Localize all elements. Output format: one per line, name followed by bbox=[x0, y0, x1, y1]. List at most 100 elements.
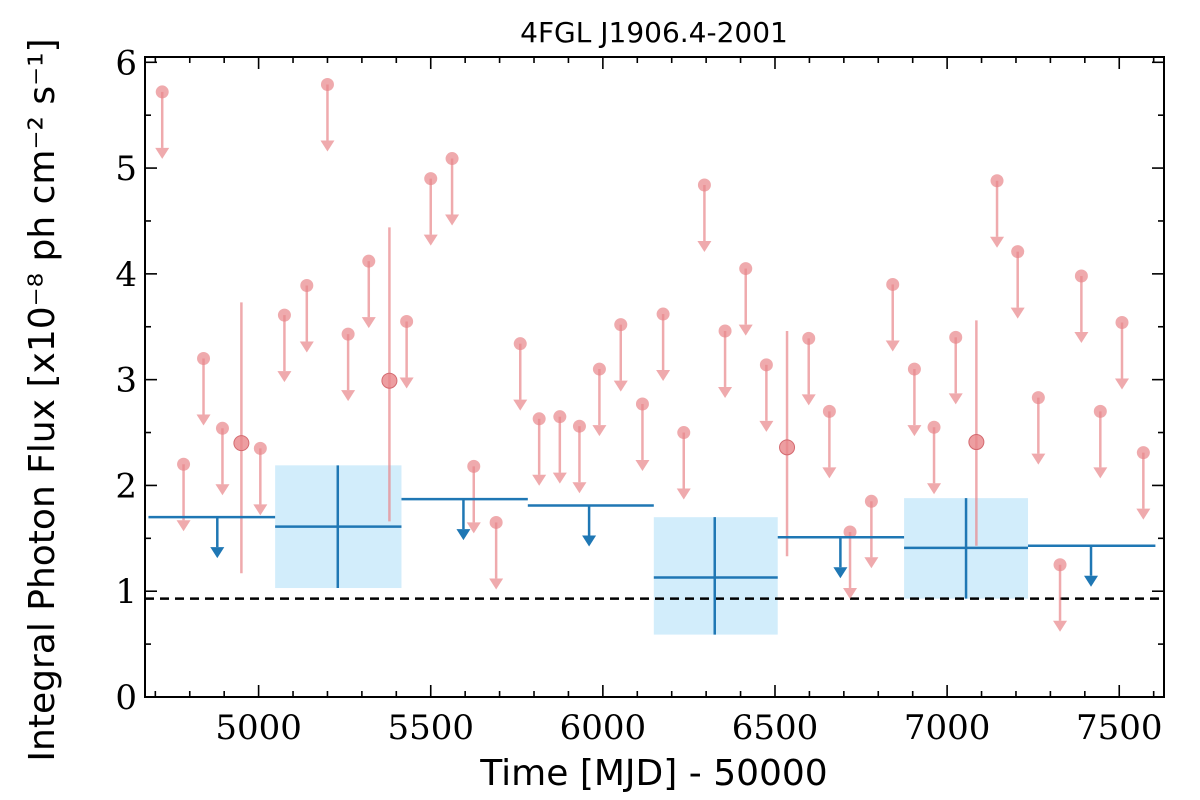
monthly-upper-limit-arrow bbox=[885, 340, 900, 352]
monthly-upper-limit-point bbox=[759, 358, 773, 372]
monthly-upper-limit-arrow bbox=[320, 140, 335, 152]
y-tick-label: 6 bbox=[115, 43, 137, 83]
monthly-upper-limit-arrow bbox=[341, 390, 356, 402]
monthly-upper-limit-point bbox=[467, 459, 481, 473]
monthly-upper-limit-point bbox=[177, 457, 191, 471]
x-axis-label: Time [MJD] - 50000 bbox=[479, 753, 827, 794]
monthly-upper-limit-arrow bbox=[399, 377, 414, 389]
monthly-upper-limit-point bbox=[400, 314, 414, 328]
monthly-upper-limit-arrow bbox=[1093, 467, 1108, 479]
monthly-upper-limit-arrow bbox=[552, 472, 567, 484]
monthly-upper-limit-arrow bbox=[1074, 331, 1089, 343]
monthly-upper-limit-arrow bbox=[513, 399, 528, 411]
monthly-upper-limit-point bbox=[300, 278, 314, 292]
monthly-upper-limit-point bbox=[197, 351, 211, 365]
monthly-upper-limit-arrow bbox=[423, 234, 438, 246]
binned-upper-limit-arrow bbox=[456, 529, 471, 541]
monthly-upper-limit-point bbox=[320, 78, 334, 92]
binned-upper-limit-arrow bbox=[833, 567, 848, 579]
monthly-upper-limit-arrow bbox=[759, 420, 774, 432]
monthly-upper-limit-point bbox=[718, 324, 732, 338]
monthly-upper-limit-point bbox=[635, 397, 649, 411]
monthly-upper-limit-point bbox=[739, 262, 753, 276]
x-tick-label: 7000 bbox=[904, 708, 991, 748]
axes-frame bbox=[144, 56, 1165, 698]
monthly-upper-limit-point bbox=[802, 331, 816, 345]
monthly-upper-limit-point bbox=[822, 404, 836, 418]
monthly-upper-limit-point bbox=[1115, 316, 1129, 330]
monthly-upper-limit-point bbox=[424, 172, 438, 186]
monthly-upper-limit-point bbox=[697, 178, 711, 192]
monthly-upper-limit-point bbox=[572, 419, 586, 433]
y-tick-label: 5 bbox=[115, 149, 137, 189]
monthly-upper-limit-point bbox=[864, 494, 878, 508]
x-tick-label: 6500 bbox=[732, 708, 819, 748]
monthly-upper-limit-point bbox=[253, 441, 267, 455]
monthly-upper-limit-arrow bbox=[927, 483, 942, 495]
binned-series bbox=[148, 465, 1156, 635]
monthly-upper-limit-arrow bbox=[1031, 453, 1046, 465]
x-tick-label: 6000 bbox=[560, 708, 647, 748]
monthly-upper-limit-point bbox=[1053, 558, 1067, 572]
y-axis-label: Integral Photon Flux [x10⁻⁸ ph cm⁻² s⁻¹] bbox=[22, 38, 63, 761]
monthly-upper-limit-point bbox=[614, 318, 628, 332]
y-tick-label: 3 bbox=[115, 361, 137, 401]
binned-upper-limit-arrow bbox=[582, 535, 597, 547]
monthly-upper-limit-point bbox=[886, 277, 900, 291]
monthly-upper-limit-arrow bbox=[299, 341, 314, 353]
monthly-upper-limit-point bbox=[362, 254, 376, 268]
monthly-upper-limit-arrow bbox=[277, 371, 292, 383]
monthly-upper-limit-arrow bbox=[572, 482, 587, 494]
monthly-upper-limit-arrow bbox=[176, 520, 191, 532]
monthly-upper-limit-arrow bbox=[155, 147, 170, 159]
y-tick-label: 0 bbox=[115, 678, 137, 718]
monthly-upper-limit-arrow bbox=[822, 467, 837, 479]
monthly-upper-limit-arrow bbox=[907, 425, 922, 437]
monthly-upper-limit-arrow bbox=[1115, 378, 1130, 390]
monthly-upper-limit-point bbox=[990, 174, 1004, 188]
monthly-upper-limit-point bbox=[949, 330, 963, 344]
monthly-upper-limit-point bbox=[592, 362, 606, 376]
monthly-upper-limit-point bbox=[513, 337, 527, 351]
monthly-upper-limit-arrow bbox=[843, 587, 858, 599]
monthly-upper-limit-point bbox=[341, 327, 355, 341]
monthly-upper-limit-arrow bbox=[613, 380, 628, 392]
monthly-upper-limit-arrow bbox=[215, 484, 230, 496]
y-tick-label: 2 bbox=[115, 466, 137, 506]
monthly-detection-point bbox=[381, 372, 398, 389]
monthly-upper-limit-arrow bbox=[697, 241, 712, 252]
monthly-upper-limit-arrow bbox=[532, 474, 547, 486]
monthly-upper-limit-arrow bbox=[718, 386, 733, 398]
monthly-upper-limit-point bbox=[532, 412, 546, 426]
monthly-upper-limit-point bbox=[656, 307, 670, 321]
monthly-upper-limit-point bbox=[489, 515, 503, 529]
monthly-upper-limit-arrow bbox=[253, 504, 268, 516]
monthly-upper-limit-point bbox=[927, 420, 941, 434]
monthly-upper-limit-arrow bbox=[592, 425, 607, 437]
monthly-upper-limit-arrow bbox=[738, 324, 753, 336]
monthly-upper-limit-arrow bbox=[1136, 508, 1151, 520]
x-tick-label: 5000 bbox=[215, 708, 302, 748]
monthly-upper-limit-arrow bbox=[635, 459, 650, 471]
binned-error-boxes bbox=[275, 465, 1029, 635]
monthly-upper-limit-arrow bbox=[676, 488, 691, 500]
y-tick-label: 4 bbox=[115, 255, 137, 295]
monthly-upper-limit-arrow bbox=[948, 393, 963, 405]
monthly-upper-limit-arrow bbox=[196, 414, 211, 426]
y-tick-label: 1 bbox=[115, 572, 137, 612]
monthly-upper-limit-arrow bbox=[466, 522, 481, 534]
binned-upper-limit-arrow bbox=[1084, 575, 1099, 587]
chart-title: 4FGL J1906.4-2001 bbox=[520, 16, 788, 49]
monthly-upper-limit-point bbox=[1074, 269, 1088, 283]
plot-frame bbox=[144, 56, 1165, 698]
monthly-upper-limit-arrow bbox=[801, 394, 816, 406]
binned-upper-limit-arrow bbox=[210, 547, 225, 559]
monthly-upper-limit-point bbox=[277, 308, 291, 322]
monthly-upper-limit-arrow bbox=[1053, 620, 1068, 632]
monthly-upper-limit-point bbox=[907, 362, 921, 376]
monthly-upper-limit-point bbox=[1093, 404, 1107, 418]
monthly-detection-point bbox=[968, 434, 985, 451]
monthly-upper-limit-point bbox=[1011, 245, 1025, 259]
monthly-upper-limit-point bbox=[445, 152, 459, 166]
